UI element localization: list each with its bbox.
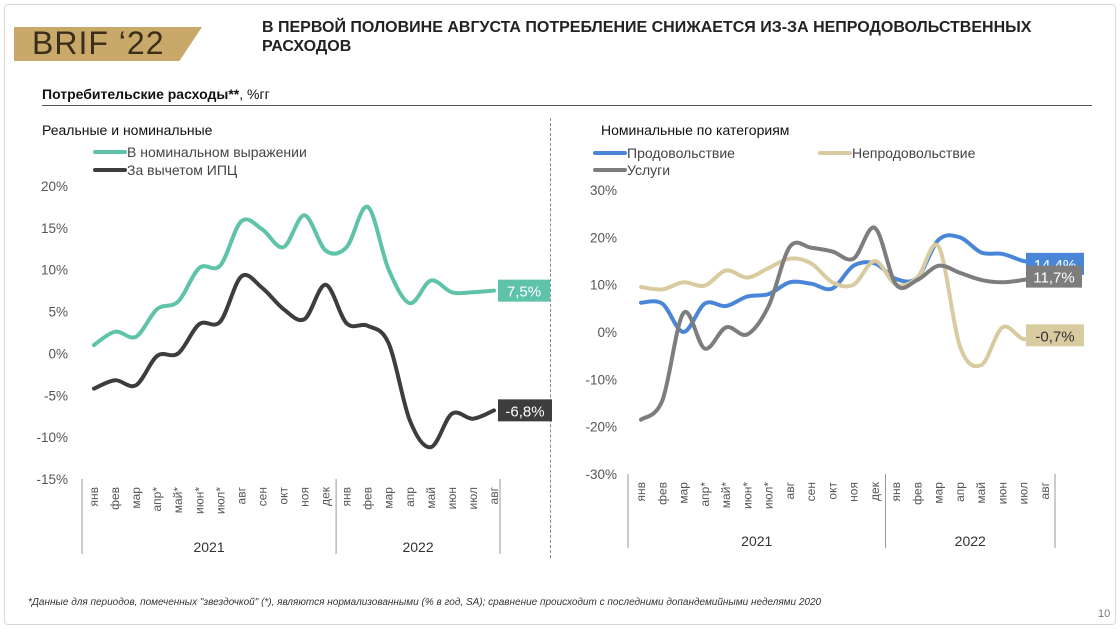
x-tick-label: авг <box>1038 481 1052 499</box>
x-tick-label: янв <box>87 487 101 507</box>
x-tick-label: дек <box>319 486 333 506</box>
year-label: 2021 <box>193 539 224 555</box>
x-tick-label: мар <box>382 487 396 509</box>
brand-logo: BRIF ‘22 <box>14 25 229 63</box>
end-value-badge <box>498 279 550 302</box>
end-value-label: 7,5% <box>507 284 541 301</box>
y-tick-label: -20% <box>585 420 617 435</box>
end-value-badge <box>1026 324 1084 347</box>
x-tick-label: ноя <box>298 487 312 507</box>
y-tick-label: -15% <box>36 472 68 487</box>
x-tick-label: авг <box>234 486 248 504</box>
series-line-1 <box>639 233 1047 334</box>
subtitle-underline <box>42 105 1092 106</box>
year-label: 2022 <box>955 533 986 549</box>
subtitle-bold: Потребительские расходы** <box>42 86 240 102</box>
slide-headline: В ПЕРВОЙ ПОЛОВИНЕ АВГУСТА ПОТРЕБЛЕНИЕ СН… <box>262 19 1032 55</box>
end-value-badge <box>1026 265 1082 288</box>
end-value-label: -6,8% <box>505 403 544 420</box>
x-tick-label: янв <box>634 482 648 502</box>
y-tick-label: 15% <box>41 221 68 236</box>
page-number: 10 <box>1098 608 1111 620</box>
x-tick-label: окт <box>825 482 839 500</box>
x-tick-label: май <box>974 482 988 504</box>
x-tick-label: янв <box>340 487 354 507</box>
x-tick-label: дек <box>868 481 882 501</box>
y-tick-label: 20% <box>41 179 68 194</box>
x-tick-label: апр <box>403 487 417 507</box>
x-tick-label: июл <box>466 487 480 509</box>
x-tick-label: ноя <box>847 482 861 502</box>
chart-title: Номинальные по категориям <box>601 122 789 138</box>
logo-text: BRIF ‘22 <box>32 25 165 61</box>
x-tick-label: апр <box>953 482 967 502</box>
x-tick-label: июл <box>1017 482 1031 504</box>
slide-frame <box>4 4 1116 625</box>
x-tick-label: июн <box>995 482 1009 504</box>
y-tick-label: 30% <box>590 183 617 198</box>
x-tick-label: апр* <box>698 482 712 507</box>
series-line-2 <box>639 242 1047 369</box>
x-tick-label: авг <box>487 486 501 504</box>
y-tick-label: 0% <box>48 346 68 361</box>
x-tick-label: май <box>424 487 438 509</box>
legend-label: За вычетом ИПЦ <box>127 162 238 178</box>
x-tick-label: май* <box>719 482 733 509</box>
y-tick-label: -10% <box>36 430 68 445</box>
x-tick-label: авг <box>783 481 797 499</box>
x-tick-label: фев <box>655 482 669 505</box>
x-tick-label: июн* <box>192 487 206 514</box>
chart-title: Реальные и номинальные <box>42 122 213 138</box>
slide-subtitle: Потребительские расходы**, %гг <box>42 86 270 102</box>
series-line-2 <box>92 273 496 450</box>
end-value-badge <box>498 399 552 422</box>
y-tick-label: 10% <box>590 278 617 293</box>
x-tick-label: апр* <box>150 487 164 512</box>
x-tick-label: сен <box>804 482 818 501</box>
series-line-3 <box>639 225 1047 422</box>
x-tick-label: окт <box>276 487 290 505</box>
year-label: 2021 <box>741 533 772 549</box>
x-tick-label: июн <box>445 487 459 509</box>
y-tick-label: -10% <box>585 372 617 387</box>
legend-label: Непродовольствие <box>852 145 976 161</box>
x-tick-label: мар <box>129 487 143 509</box>
logo-background <box>14 27 202 61</box>
end-value-label: -0,7% <box>1035 328 1074 345</box>
panel-divider <box>550 118 551 558</box>
y-tick-label: 0% <box>597 325 617 340</box>
y-tick-label: 5% <box>48 305 68 320</box>
x-tick-label: фев <box>361 487 375 510</box>
x-tick-label: янв <box>889 482 903 502</box>
y-tick-label: -30% <box>585 467 617 482</box>
x-tick-label: мар <box>677 482 691 504</box>
x-tick-label: июл* <box>213 487 227 514</box>
y-tick-label: -5% <box>44 388 68 403</box>
x-tick-label: сен <box>255 487 269 506</box>
series-line-1 <box>92 204 496 348</box>
legend-label: Услуги <box>627 162 670 178</box>
footnote: *Данные для периодов, помеченных "звездо… <box>28 597 822 608</box>
y-tick-label: 10% <box>41 263 68 278</box>
x-tick-label: фев <box>108 487 122 510</box>
x-tick-label: фев <box>910 482 924 505</box>
x-tick-label: мар <box>932 482 946 504</box>
x-tick-label: июн* <box>740 482 754 509</box>
x-tick-label: июл* <box>762 482 776 509</box>
subtitle-unit: , %гг <box>239 86 270 102</box>
end-value-label: 11,7% <box>1033 270 1074 287</box>
legend-label: Продовольствие <box>627 145 735 161</box>
year-label: 2022 <box>402 539 433 555</box>
x-tick-label: май* <box>171 487 185 514</box>
legend-label: В номинальном выражении <box>127 144 307 160</box>
y-tick-label: 20% <box>590 230 617 245</box>
